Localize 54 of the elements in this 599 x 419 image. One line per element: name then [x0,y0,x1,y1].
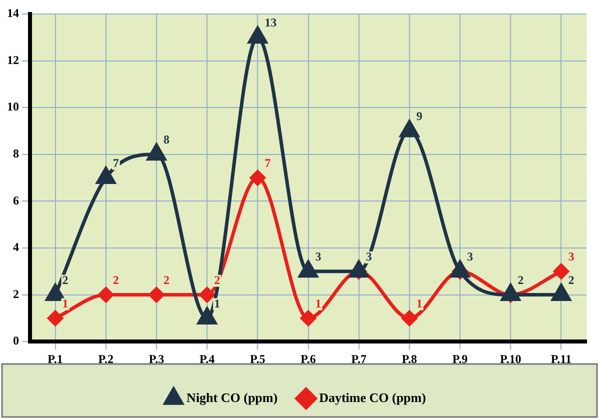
point [300,310,316,326]
y-tick-label: 12 [7,52,19,67]
point [98,287,114,303]
data-label: 3 [568,249,574,264]
y-tick-label: 4 [13,240,19,254]
data-label: 13 [264,15,277,30]
point [96,167,116,184]
data-label: 7 [264,156,271,170]
legend-label: Daytime CO (ppm) [319,390,426,405]
x-tick-label: P.8 [402,352,418,366]
x-tick-label: P.1 [48,352,63,366]
data-label: 1 [315,296,322,310]
point [46,284,65,302]
data-label: 2 [163,272,170,287]
x-tick-label: P.2 [98,352,114,366]
x-tick-label: P.7 [351,352,366,366]
point [298,260,318,278]
point [553,264,569,280]
y-tick-label: 8 [13,146,19,160]
data-label: 3 [315,249,322,264]
x-tick-label: P.5 [250,352,266,366]
y-tick-label: 0 [13,334,19,348]
point [148,287,164,303]
y-tick-label: 14 [7,6,19,20]
x-tick-label: P.6 [300,352,316,366]
point [400,120,419,138]
x-tick-label: P.3 [148,352,164,366]
data-label: 1 [62,296,68,310]
data-label: 2 [214,272,220,287]
data-label: 2 [62,272,68,287]
data-label: 2 [518,272,524,287]
legend-label: Night CO (ppm) [186,390,278,405]
y-tick-label: 10 [7,100,19,114]
y-tick-label: 2 [13,286,19,301]
point [402,310,418,326]
data-label: 1 [214,296,220,310]
data-label: 9 [416,109,422,124]
x-tick-label: P.4 [199,352,215,366]
point [552,284,571,302]
y-tick-label: 6 [13,193,19,208]
data-label: 2 [568,272,574,287]
point [48,310,64,326]
data-label: 3 [366,249,372,264]
data-label: 7 [112,156,119,170]
data-label: 8 [163,132,170,146]
x-tick-label: P.9 [452,352,468,366]
point [146,144,166,161]
point [199,287,215,303]
data-label: 2 [112,272,119,287]
data-label: 1 [416,296,422,310]
point [248,26,268,44]
x-tick-label: P.10 [500,352,522,366]
data-label: 3 [467,249,474,264]
x-tick-label: P.11 [550,352,572,366]
